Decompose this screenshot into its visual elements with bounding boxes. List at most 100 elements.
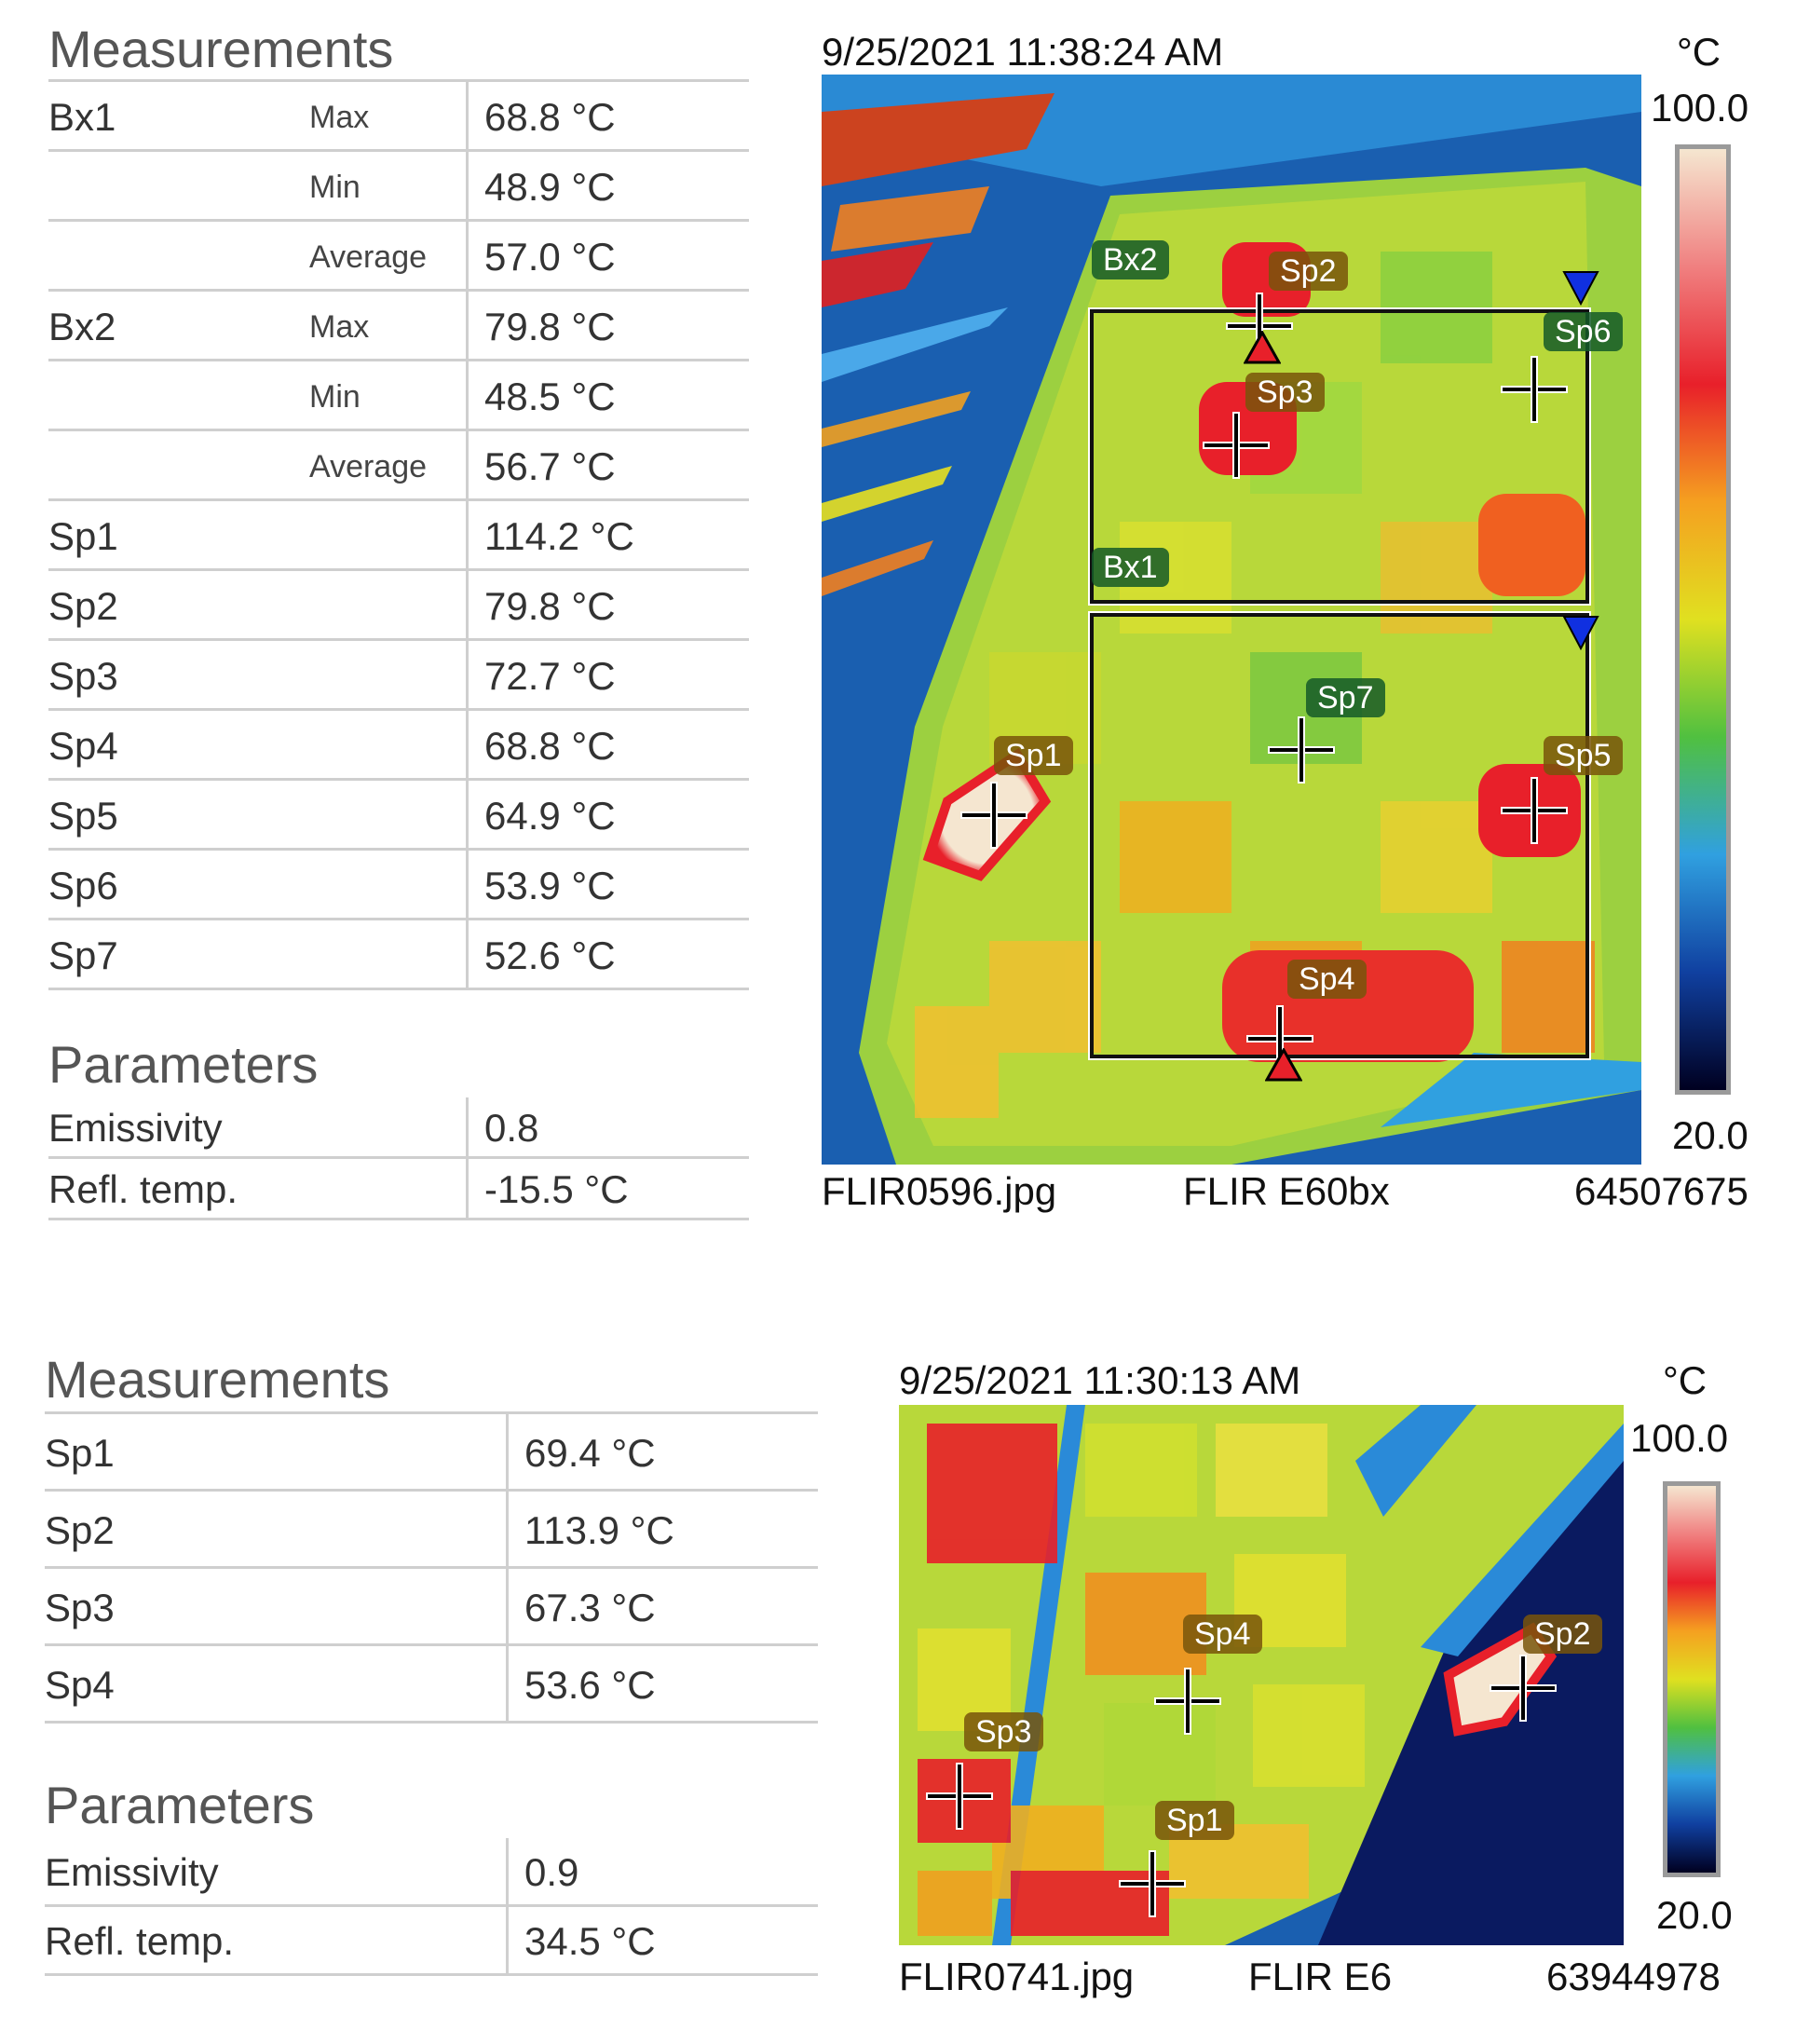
serial-number: 64507675 bbox=[1574, 1169, 1748, 1213]
row-label: Sp7 bbox=[48, 933, 118, 977]
marker-label-sp3: Sp3 bbox=[1245, 373, 1325, 412]
row-value: 52.6 °C bbox=[484, 933, 616, 977]
row-statistic: Max bbox=[309, 308, 370, 345]
row-label: Sp4 bbox=[48, 723, 118, 768]
row-value: 0.9 bbox=[524, 1850, 579, 1894]
camera-model: FLIR E60bx bbox=[1183, 1169, 1390, 1213]
parameter-row: Emissivity 0.8 bbox=[48, 1097, 749, 1159]
row-value: 114.2 °C bbox=[484, 513, 634, 558]
row-label: Sp1 bbox=[48, 513, 118, 558]
row-value: 53.6 °C bbox=[524, 1662, 656, 1707]
row-label: Emissivity bbox=[45, 1850, 219, 1894]
parameters-title: Parameters bbox=[48, 1035, 319, 1094]
measurements-title: Measurements bbox=[48, 20, 394, 78]
box-bx1 bbox=[1088, 307, 1591, 606]
measurement-row: Bx1 Max 68.8 °C bbox=[48, 82, 749, 152]
column-divider bbox=[506, 1569, 509, 1646]
measurement-row: Average 57.0 °C bbox=[48, 222, 749, 292]
marker-label-sp4: Sp4 bbox=[1287, 960, 1367, 999]
row-value: 53.9 °C bbox=[484, 863, 616, 907]
column-divider bbox=[466, 781, 469, 851]
column-divider bbox=[506, 1646, 509, 1724]
column-divider bbox=[466, 431, 469, 501]
measurement-row: Sp3 67.3 °C bbox=[45, 1569, 818, 1646]
column-divider bbox=[466, 1097, 469, 1159]
marker-label-sp1: Sp1 bbox=[1155, 1801, 1234, 1840]
max-marker-icon bbox=[1562, 271, 1599, 307]
measurement-row: Sp6 53.9 °C bbox=[48, 851, 749, 920]
measurement-row: Sp1 114.2 °C bbox=[48, 501, 749, 571]
column-divider bbox=[466, 851, 469, 920]
serial-number: 63944978 bbox=[1546, 1955, 1721, 1998]
row-statistic: Min bbox=[309, 378, 361, 415]
column-divider bbox=[466, 152, 469, 222]
marker-label-sp2: Sp2 bbox=[1269, 252, 1348, 291]
parameter-row: Emissivity 0.9 bbox=[45, 1838, 818, 1907]
thermal-image-graphic bbox=[899, 1405, 1624, 1945]
scale-max: 100.0 bbox=[1651, 86, 1749, 129]
row-value: 79.8 °C bbox=[484, 304, 616, 348]
row-value: 34.5 °C bbox=[524, 1919, 656, 1963]
column-divider bbox=[466, 920, 469, 990]
row-value: 56.7 °C bbox=[484, 443, 616, 488]
parameter-row: Refl. temp. -15.5 °C bbox=[48, 1159, 749, 1220]
row-label: Sp3 bbox=[48, 653, 118, 698]
filename: FLIR0596.jpg bbox=[822, 1169, 1057, 1213]
row-value: 64.9 °C bbox=[484, 793, 616, 838]
timestamp: 9/25/2021 11:38:24 AM bbox=[822, 30, 1224, 74]
row-statistic: Average bbox=[309, 448, 428, 484]
measurement-row: Sp1 69.4 °C bbox=[45, 1414, 818, 1492]
row-value: 68.8 °C bbox=[484, 723, 616, 768]
column-divider bbox=[466, 571, 469, 641]
unit-label: °C bbox=[1677, 30, 1721, 74]
measurement-row: Sp2 113.9 °C bbox=[45, 1492, 818, 1569]
column-divider bbox=[506, 1838, 509, 1907]
thermal-image: Bx2 Bx1 Sp2 Sp3 Sp6 Sp7 Sp1 Sp5 Sp4 bbox=[822, 75, 1641, 1165]
row-statistic: Average bbox=[309, 238, 428, 275]
measurement-row: Sp7 52.6 °C bbox=[48, 920, 749, 990]
timestamp: 9/25/2021 11:30:13 AM bbox=[899, 1358, 1301, 1402]
color-scale-bar bbox=[1663, 1481, 1721, 1877]
row-value: 67.3 °C bbox=[524, 1585, 656, 1629]
measurement-row: Average 56.7 °C bbox=[48, 431, 749, 501]
marker-label-sp3: Sp3 bbox=[964, 1712, 1043, 1751]
row-value: 69.4 °C bbox=[524, 1430, 656, 1475]
marker-label-bx2: Bx2 bbox=[1092, 240, 1169, 279]
row-label: Refl. temp. bbox=[45, 1919, 235, 1963]
parameters-title: Parameters bbox=[45, 1776, 315, 1834]
row-statistic: Max bbox=[309, 99, 370, 135]
row-value: 57.0 °C bbox=[484, 234, 616, 279]
min-marker-icon bbox=[1265, 1048, 1302, 1082]
column-divider bbox=[506, 1414, 509, 1492]
color-scale-bar bbox=[1675, 144, 1731, 1095]
measurement-row: Bx2 Max 79.8 °C bbox=[48, 292, 749, 361]
marker-label-sp4: Sp4 bbox=[1183, 1615, 1262, 1654]
camera-model: FLIR E6 bbox=[1248, 1955, 1393, 1998]
row-label: Sp3 bbox=[45, 1585, 115, 1629]
column-divider bbox=[466, 361, 469, 431]
measurement-row: Sp4 68.8 °C bbox=[48, 711, 749, 781]
marker-label-sp6: Sp6 bbox=[1544, 312, 1623, 351]
row-value: 79.8 °C bbox=[484, 583, 616, 628]
scale-min: 20.0 bbox=[1656, 1893, 1733, 1937]
measurement-row: Min 48.5 °C bbox=[48, 361, 749, 431]
row-statistic: Min bbox=[309, 169, 361, 205]
min-marker-icon bbox=[1244, 331, 1281, 364]
row-value: 68.8 °C bbox=[484, 94, 616, 139]
filename: FLIR0741.jpg bbox=[899, 1955, 1135, 1998]
row-value: 0.8 bbox=[484, 1106, 539, 1150]
row-label: Bx2 bbox=[48, 304, 116, 348]
row-label: Refl. temp. bbox=[48, 1167, 238, 1211]
row-value: 48.5 °C bbox=[484, 374, 616, 418]
column-divider bbox=[466, 501, 469, 571]
column-divider bbox=[466, 1159, 469, 1220]
measurement-row: Sp4 53.6 °C bbox=[45, 1646, 818, 1724]
measurement-row: Min 48.9 °C bbox=[48, 152, 749, 222]
divider bbox=[45, 1411, 818, 1414]
column-divider bbox=[466, 82, 469, 152]
column-divider bbox=[466, 711, 469, 781]
marker-label-sp5: Sp5 bbox=[1544, 736, 1623, 775]
column-divider bbox=[466, 222, 469, 292]
row-label: Sp5 bbox=[48, 793, 118, 838]
row-label: Sp2 bbox=[48, 583, 118, 628]
